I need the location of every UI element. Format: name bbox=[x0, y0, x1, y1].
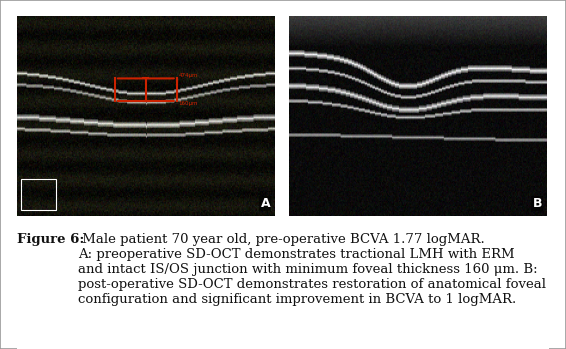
Text: Figure 6:: Figure 6: bbox=[17, 233, 84, 246]
Text: B: B bbox=[533, 197, 542, 210]
Bar bbox=[22, 179, 55, 210]
Text: 160µm: 160µm bbox=[178, 101, 198, 106]
Text: A: A bbox=[260, 197, 270, 210]
Text: 474µm: 474µm bbox=[178, 73, 198, 79]
Text: Male patient 70 year old, pre-operative BCVA 1.77 logMAR.
A: preoperative SD-OCT: Male patient 70 year old, pre-operative … bbox=[78, 233, 546, 306]
